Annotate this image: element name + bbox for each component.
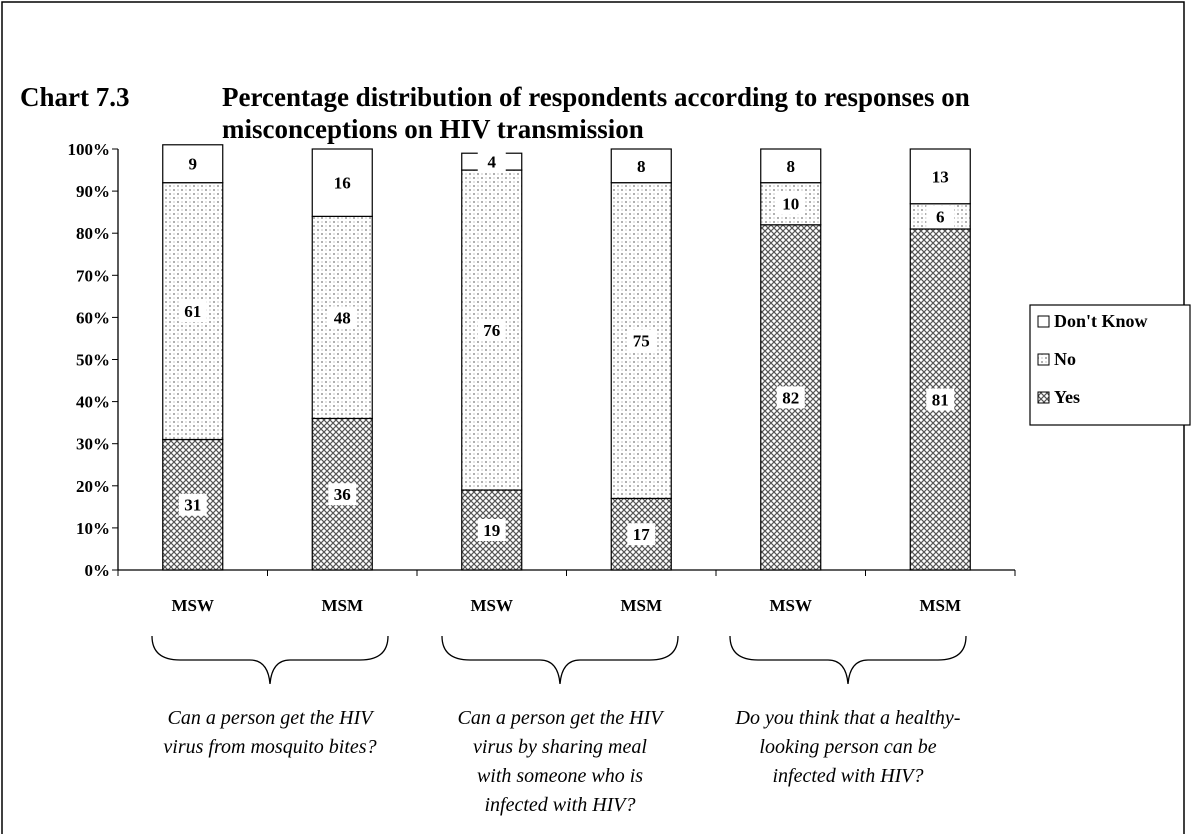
x-tick-label: MSW [471, 596, 514, 615]
legend-label: No [1054, 349, 1076, 369]
y-tick-label: 40% [76, 393, 110, 412]
chart-label: Chart 7.3 [20, 82, 130, 112]
legend-label: Yes [1054, 387, 1080, 407]
data-label: 9 [189, 155, 198, 174]
x-tick-label: MSM [919, 596, 961, 615]
x-tick-label: MSW [770, 596, 813, 615]
data-label: 81 [932, 390, 949, 409]
legend-swatch [1037, 315, 1050, 328]
group-label: looking person can be [759, 736, 936, 758]
group-label: with someone who is [477, 765, 643, 787]
data-label: 6 [936, 207, 945, 226]
data-label: 82 [782, 388, 799, 407]
group-label: virus by sharing meal [473, 736, 647, 758]
label-bg [627, 329, 656, 352]
group-label: Do you think that a healthy- [735, 707, 961, 729]
label-bg [477, 150, 506, 173]
group-label: infected with HIV? [772, 765, 923, 787]
data-label: 31 [184, 496, 201, 515]
x-tick-label: MSM [321, 596, 363, 615]
label-bg [776, 386, 805, 409]
y-tick-label: 90% [76, 182, 110, 201]
data-label: 8 [637, 157, 646, 176]
group-label: Can a person get the HIV [458, 707, 666, 729]
data-label: 4 [488, 153, 497, 172]
y-tick-label: 100% [68, 140, 111, 159]
label-bg [328, 306, 357, 329]
y-tick-label: 80% [76, 224, 110, 243]
y-tick-label: 0% [85, 561, 111, 580]
data-label: 8 [787, 157, 796, 176]
x-tick-label: MSW [172, 596, 215, 615]
label-bg [926, 165, 955, 188]
legend-box [1029, 304, 1191, 426]
braces [151, 635, 967, 685]
data-label: 61 [184, 302, 201, 321]
legend-swatch [1037, 353, 1050, 366]
y-tick-label: 20% [76, 477, 110, 496]
data-label: 17 [633, 525, 651, 544]
label-bg [178, 152, 207, 175]
label-bg [627, 523, 656, 546]
data-label: 75 [633, 332, 650, 351]
label-bg [328, 171, 357, 194]
label-bg [627, 154, 656, 177]
label-bg [477, 319, 506, 342]
label-bg [776, 154, 805, 177]
y-tick-label: 70% [76, 266, 110, 285]
group-label: Can a person get the HIV [168, 707, 376, 729]
label-bg [926, 205, 955, 228]
data-label: 76 [483, 321, 500, 340]
data-label: 36 [334, 485, 351, 504]
chart-title: misconceptions on HIV transmission [222, 114, 644, 144]
label-bg [178, 493, 207, 516]
y-tick-label: 10% [76, 519, 110, 538]
label-bg [477, 519, 506, 542]
data-label: 13 [932, 167, 949, 186]
label-bg [926, 388, 955, 411]
data-label: 48 [334, 308, 351, 327]
data-label: 16 [334, 174, 351, 193]
legend-label: Don't Know [1054, 311, 1148, 331]
label-bg [776, 192, 805, 215]
group-label: infected with HIV? [484, 794, 635, 816]
y-tick-label: 30% [76, 435, 110, 454]
x-tick-label: MSM [620, 596, 662, 615]
data-label: 19 [483, 521, 500, 540]
data-label: 10 [782, 195, 799, 214]
y-tick-label: 60% [76, 308, 110, 327]
label-bg [328, 483, 357, 506]
legend-swatch [1037, 391, 1050, 404]
chart-title: Percentage distribution of respondents a… [222, 82, 970, 112]
label-bg [178, 300, 207, 323]
group-label: virus from mosquito bites? [163, 736, 376, 758]
y-tick-label: 50% [76, 351, 110, 370]
